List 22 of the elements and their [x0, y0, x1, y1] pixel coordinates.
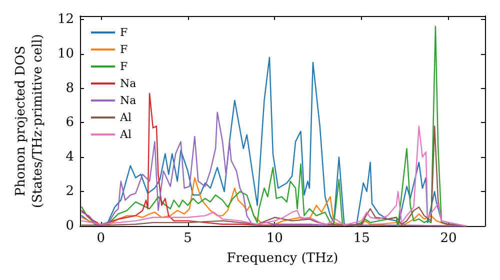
y-tick-label: 2: [66, 184, 74, 200]
x-tick-label: 0: [96, 231, 105, 246]
legend-label: F: [120, 60, 128, 73]
x-axis-title: Frequency (THz): [226, 250, 338, 266]
y-tick-label: 4: [66, 150, 74, 165]
y-axis-title: Phonon projected DOS (States/THz·primitive cell): [14, 34, 46, 208]
legend-label: Al: [119, 128, 132, 141]
y-tick-label: 0: [66, 218, 74, 234]
x-tick-label: 15: [353, 231, 370, 246]
x-tick-label: 10: [266, 231, 283, 246]
y-tick-label: 10: [57, 46, 74, 62]
legend-label: Na: [120, 77, 137, 90]
line-series: [81, 177, 450, 226]
y-tick-label: 8: [66, 80, 74, 96]
legend-label: Na: [120, 94, 137, 107]
x-tick-label: 5: [184, 231, 192, 246]
y-tick-label: 6: [66, 115, 74, 130]
y-tick-label: 12: [57, 12, 74, 27]
legend-label: F: [120, 43, 128, 56]
x-tick-label: 20: [440, 231, 457, 246]
legend-label: F: [120, 26, 128, 39]
legend-label: Al: [119, 111, 132, 124]
